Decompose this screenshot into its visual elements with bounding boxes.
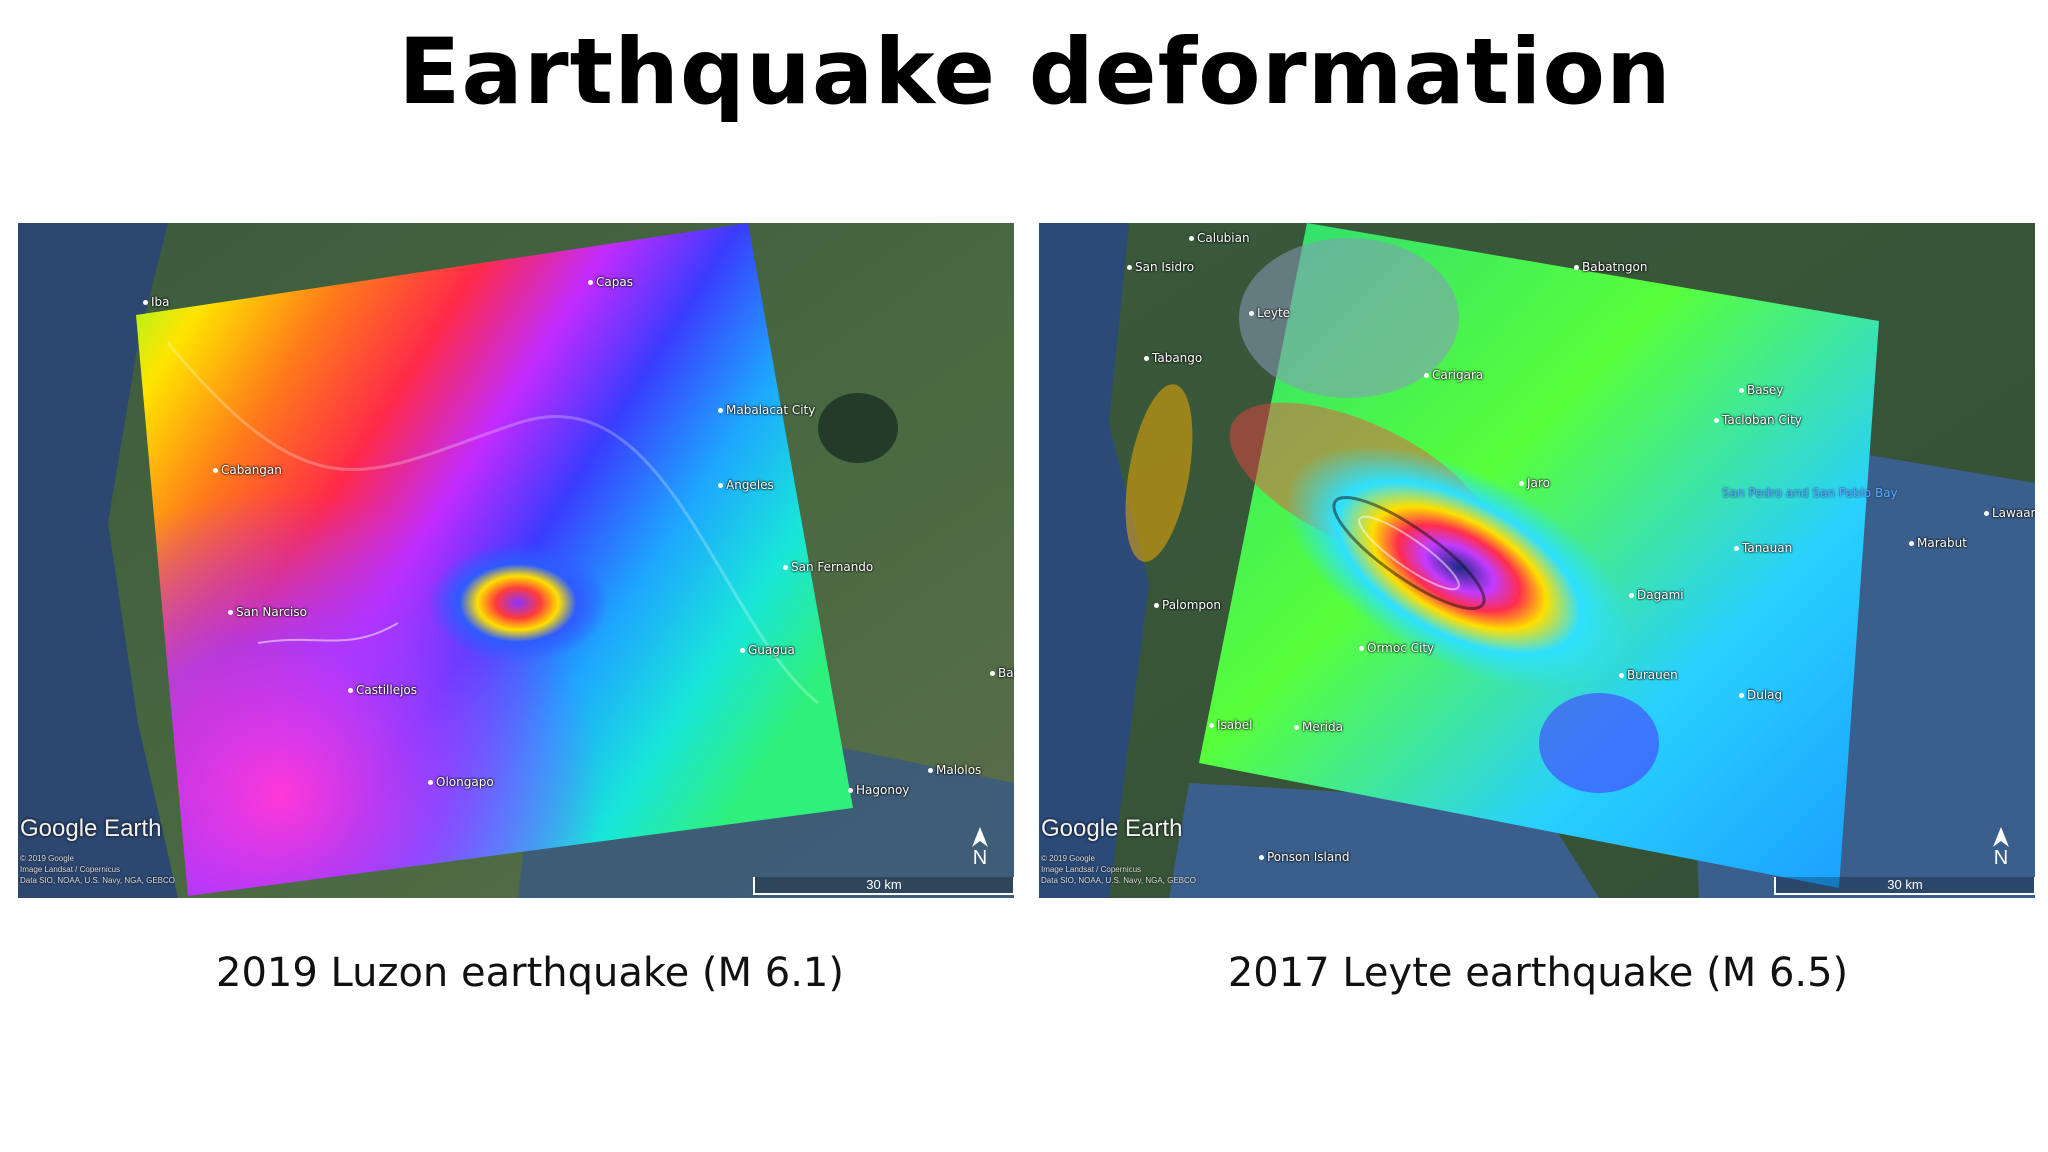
- sea-label: San Pedro and San Pablo Bay: [1722, 486, 1898, 500]
- place-label: Hagonoy: [848, 783, 909, 797]
- place-label: Merida: [1294, 720, 1343, 734]
- place-label: Babatngon: [1574, 260, 1647, 274]
- place-label: Castillejos: [348, 683, 417, 697]
- place-label: Dulag: [1739, 688, 1782, 702]
- place-label: Marabut: [1909, 536, 1967, 550]
- place-label: Basey: [1739, 383, 1783, 397]
- scale-bar: 30 km: [753, 877, 1014, 895]
- north-arrow-icon: N: [1989, 825, 2013, 869]
- north-arrow-icon: N: [968, 825, 992, 869]
- place-label: San Narciso: [228, 605, 307, 619]
- luzon-caption: 2019 Luzon earthquake (M 6.1): [216, 950, 844, 996]
- google-earth-logo: Google Earth: [20, 815, 162, 842]
- place-label: Iba: [143, 295, 170, 309]
- luzon-map-image: [18, 223, 1014, 898]
- slide-title: Earthquake deformation: [398, 20, 1672, 125]
- place-label: Isabel: [1209, 718, 1252, 732]
- place-label: Tacloban City: [1714, 413, 1802, 427]
- place-label: Bal: [990, 666, 1014, 680]
- place-label: Burauen: [1619, 668, 1678, 682]
- scale-label: 30 km: [866, 877, 902, 892]
- map-credits: © 2019 Google Image Landsat / Copernicus…: [20, 854, 175, 885]
- google-earth-logo: Google Earth: [1041, 815, 1183, 842]
- place-label: Angeles: [718, 478, 774, 492]
- place-label: San Fernando: [783, 560, 873, 574]
- place-label: Lawaan: [1984, 506, 2035, 520]
- place-label: San Isidro: [1127, 260, 1194, 274]
- leyte-interferogram-map: Calubian San Isidro Babatngon Leyte Taba…: [1039, 223, 2035, 898]
- place-label: Tanauan: [1734, 541, 1792, 555]
- place-label: Jaro: [1519, 476, 1550, 490]
- map-credits: © 2019 Google Image Landsat / Copernicus…: [1041, 854, 1196, 885]
- leyte-caption: 2017 Leyte earthquake (M 6.5): [1227, 950, 1849, 996]
- place-label: Tabango: [1144, 351, 1202, 365]
- luzon-interferogram-map: Iba Capas Mabalacat City Cabangan Angele…: [18, 223, 1014, 898]
- place-label: Cabangan: [213, 463, 282, 477]
- leyte-map-image: [1039, 223, 2035, 898]
- place-label: Malolos: [928, 763, 981, 777]
- place-label: Leyte: [1249, 306, 1290, 320]
- place-label: Olongapo: [428, 775, 494, 789]
- place-label: Dagami: [1629, 588, 1684, 602]
- place-label: Palompon: [1154, 598, 1221, 612]
- scale-bar: 30 km: [1774, 877, 2035, 895]
- place-label: Carigara: [1424, 368, 1483, 382]
- place-label: Capas: [588, 275, 633, 289]
- place-label: Ponson Island: [1259, 850, 1349, 864]
- scale-label: 30 km: [1887, 877, 1923, 892]
- place-label: Mabalacat City: [718, 403, 815, 417]
- place-label: Guagua: [740, 643, 795, 657]
- place-label: Calubian: [1189, 231, 1250, 245]
- place-label: Ormoc City: [1359, 641, 1434, 655]
